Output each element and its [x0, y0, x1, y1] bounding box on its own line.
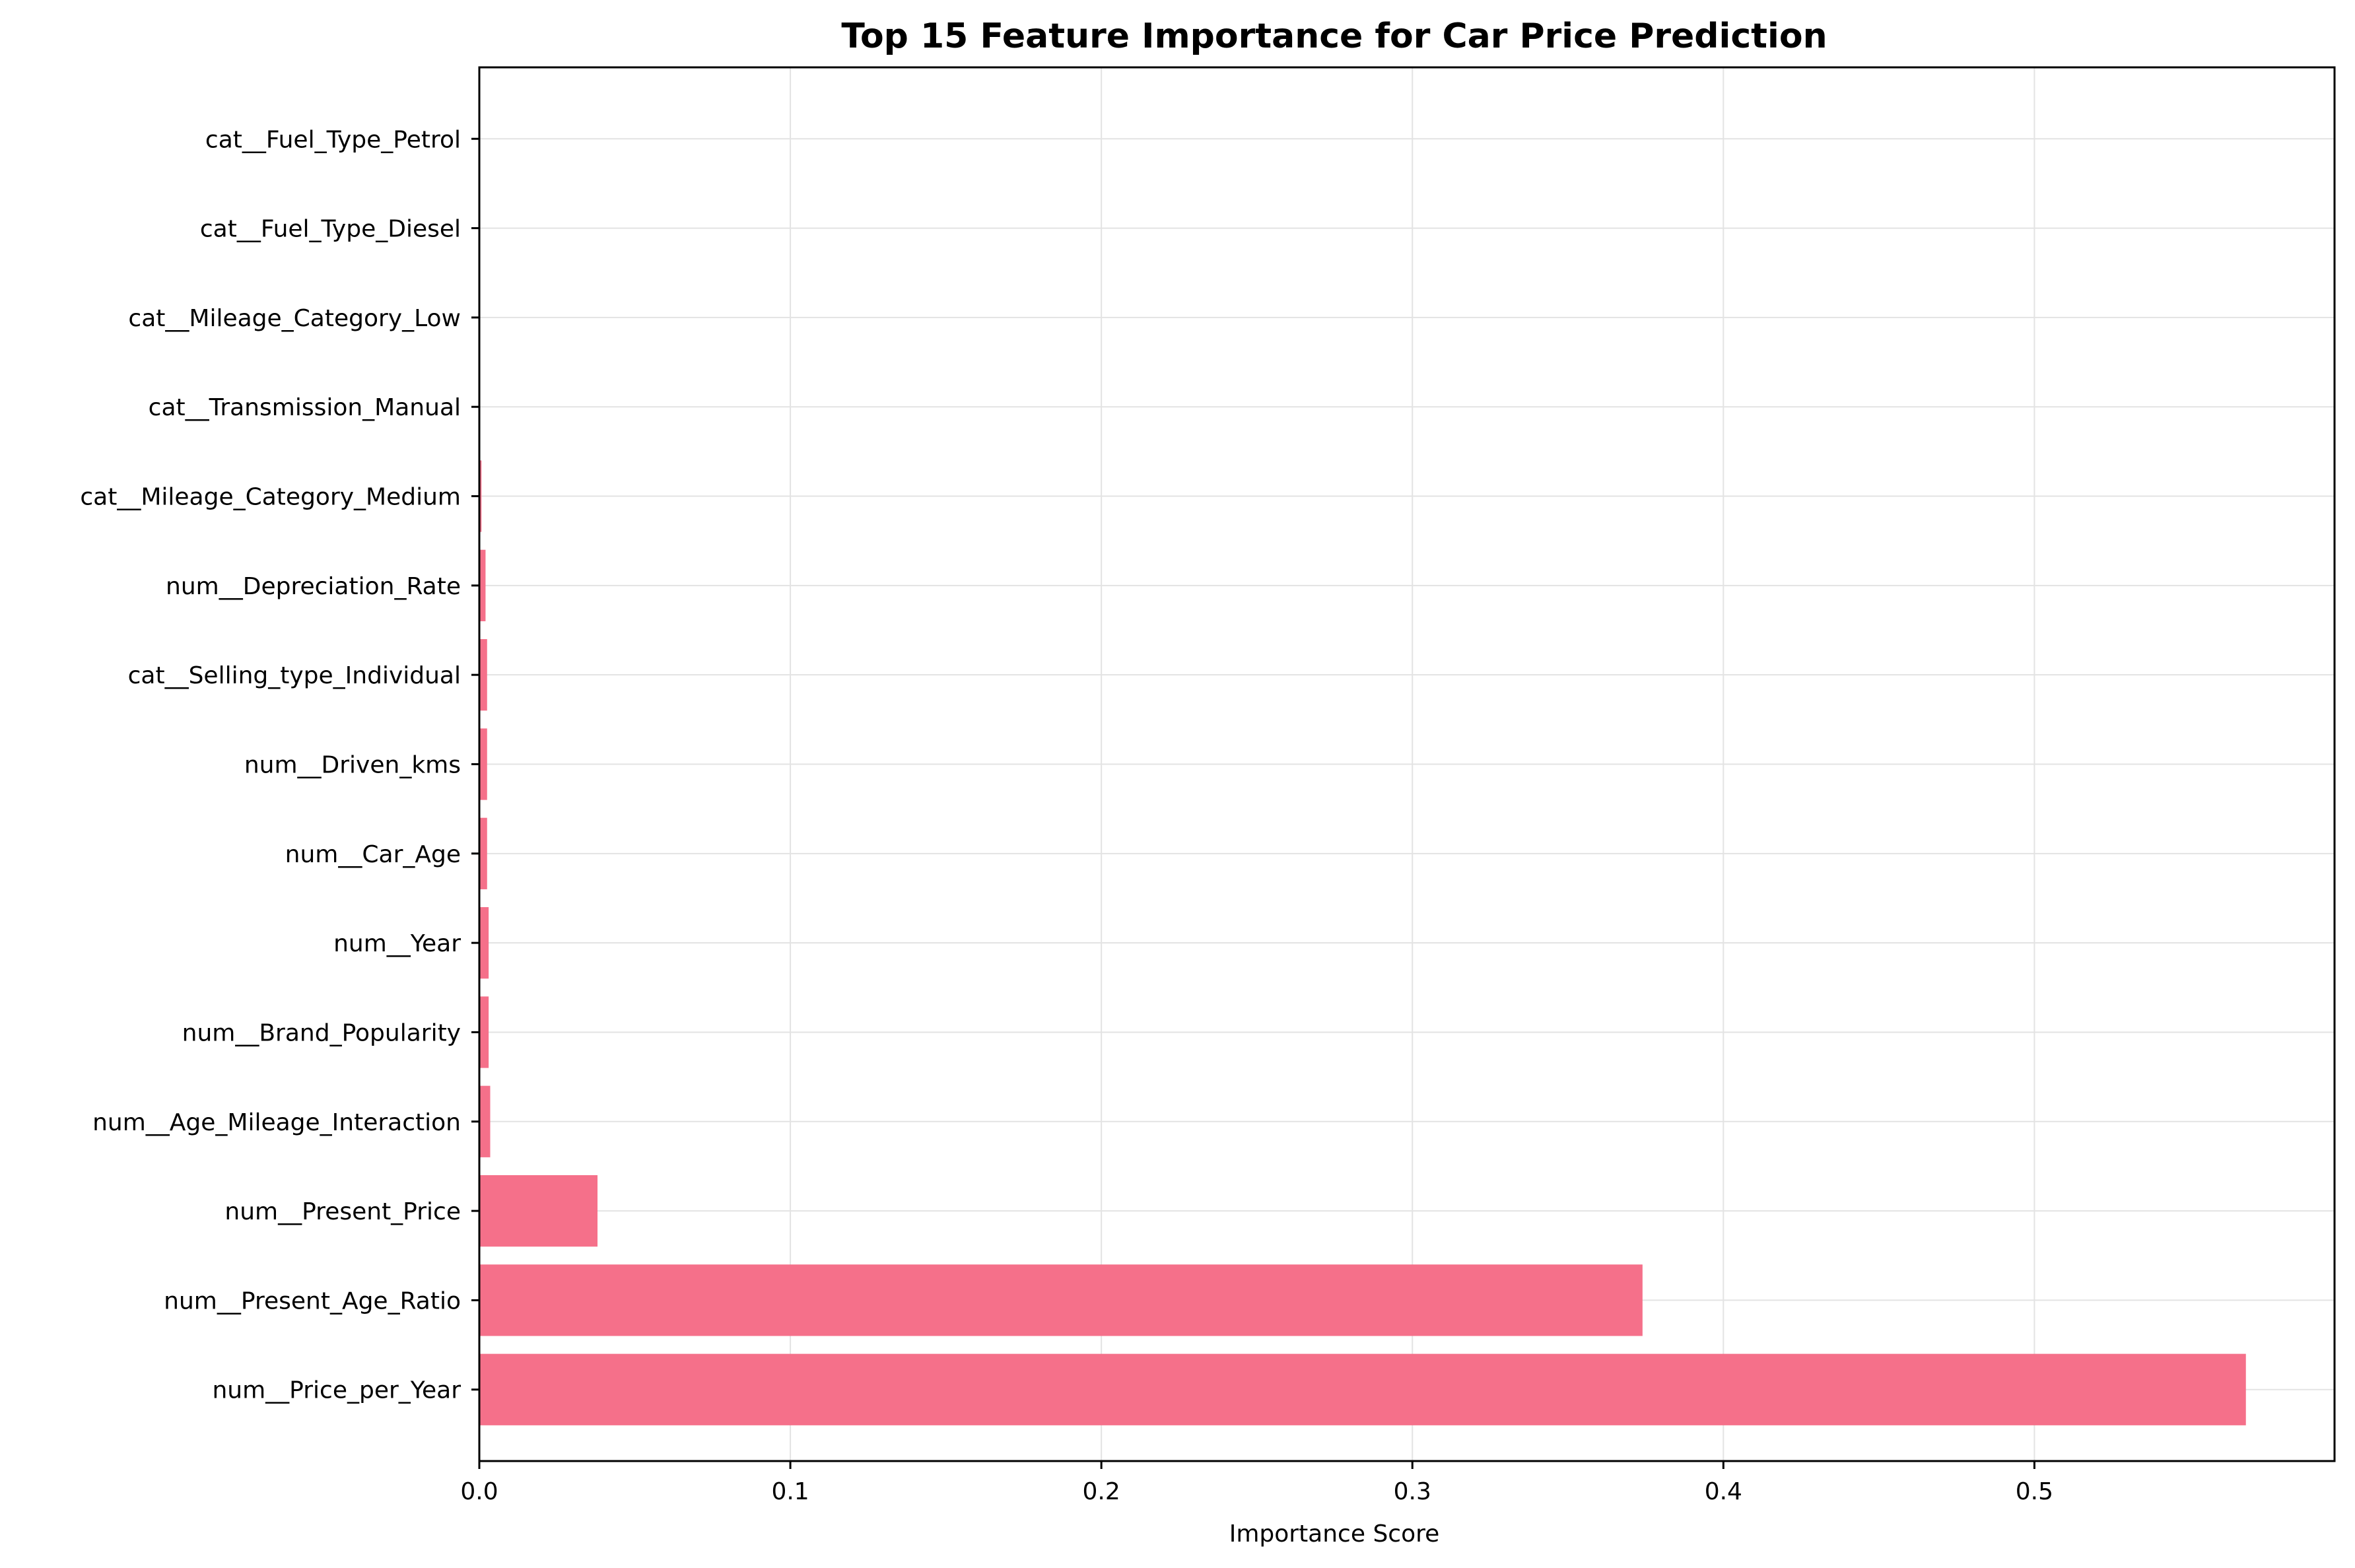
- x-tick-label: 0.1: [771, 1478, 809, 1505]
- bar-num-year: [479, 907, 489, 978]
- y-tick-label: num__Age_Mileage_Interaction: [92, 1109, 461, 1136]
- y-tick-label: cat__Fuel_Type_Diesel: [200, 216, 461, 243]
- y-axis-ticks: num__Price_per_Year num__Present_Age_Rati…: [80, 126, 479, 1404]
- y-tick-label: cat__Selling_type_Individual: [128, 662, 461, 689]
- x-axis-ticks: 0.0 0.1 0.2 0.3 0.4 0.5: [460, 1461, 2053, 1505]
- x-tick-label: 0.3: [1394, 1478, 1431, 1505]
- bar-num-present-price: [479, 1175, 597, 1246]
- y-tick-label: cat__Mileage_Category_Low: [128, 305, 461, 332]
- bar-num-driven-kms: [479, 728, 487, 800]
- y-tick-label: cat__Mileage_Category_Medium: [80, 484, 461, 511]
- bar-num-car-age: [479, 818, 487, 889]
- grid-layer: [479, 67, 2335, 1461]
- y-tick-label: num__Driven_kms: [244, 752, 461, 779]
- x-tick-label: 0.2: [1083, 1478, 1120, 1505]
- y-tick-label: cat__Transmission_Manual: [149, 394, 461, 421]
- y-tick-label: num__Present_Age_Ratio: [164, 1287, 461, 1314]
- bar-num-price-per-year: [479, 1354, 2246, 1425]
- y-tick-label: num__Brand_Popularity: [182, 1019, 461, 1046]
- x-tick-label: 0.4: [1705, 1478, 1742, 1505]
- x-tick-label: 0.0: [460, 1478, 498, 1505]
- y-tick-label: cat__Fuel_Type_Petrol: [205, 126, 461, 153]
- y-tick-label: num__Year: [333, 930, 461, 957]
- bar-num-present-age-ratio: [479, 1264, 1643, 1336]
- bars-layer: [479, 371, 2246, 1425]
- y-tick-label: num__Depreciation_Rate: [166, 573, 461, 600]
- bar-num-age-mileage-interaction: [479, 1086, 490, 1157]
- chart-title: Top 15 Feature Importance for Car Price …: [841, 17, 1827, 56]
- y-tick-label: num__Price_per_Year: [212, 1377, 461, 1404]
- x-axis-label: Importance Score: [1229, 1520, 1440, 1548]
- y-tick-label: num__Car_Age: [285, 841, 461, 868]
- bar-num-brand-popularity: [479, 996, 489, 1068]
- bar-cat-selling-type-individual: [479, 639, 487, 710]
- y-tick-label: num__Present_Price: [224, 1198, 461, 1225]
- x-tick-label: 0.5: [2016, 1478, 2053, 1505]
